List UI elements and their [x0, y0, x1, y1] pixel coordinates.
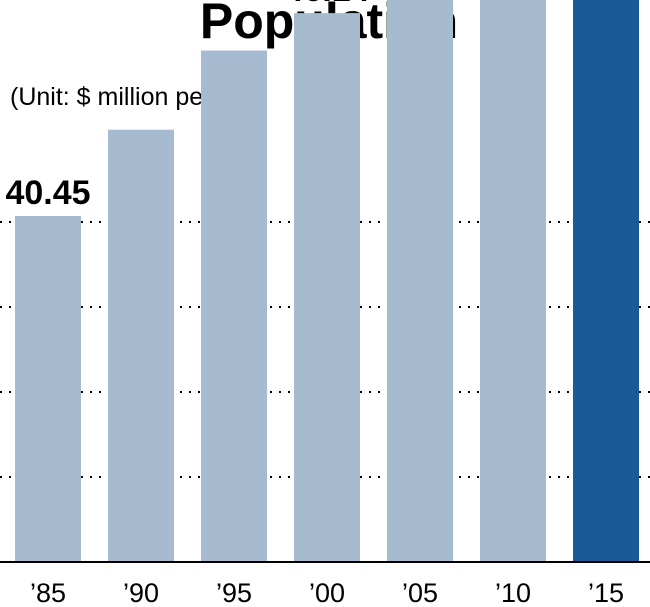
bars	[15, 0, 639, 563]
bar	[573, 0, 639, 563]
x-axis-ticks: ’85 ’90 ’95 ’00 ’05 ’10 ’15	[30, 578, 624, 607]
x-tick-label: ’85	[30, 578, 66, 607]
bar	[294, 13, 360, 562]
x-tick-label: ’90	[123, 578, 159, 607]
x-tick-label: ’10	[495, 578, 531, 607]
bar	[15, 216, 81, 562]
x-tick-label: ’00	[309, 578, 345, 607]
bar	[387, 0, 453, 562]
x-tick-label: ’05	[402, 578, 438, 607]
x-tick-label: ’15	[588, 578, 624, 607]
bar	[480, 0, 546, 563]
bar	[201, 50, 267, 563]
data-label: 40.45	[5, 174, 90, 212]
data-label: 46.14	[284, 0, 369, 9]
data-labels: 40.4546.1451.07	[5, 0, 369, 212]
bar	[108, 129, 174, 562]
x-tick-label: ’95	[216, 578, 252, 607]
